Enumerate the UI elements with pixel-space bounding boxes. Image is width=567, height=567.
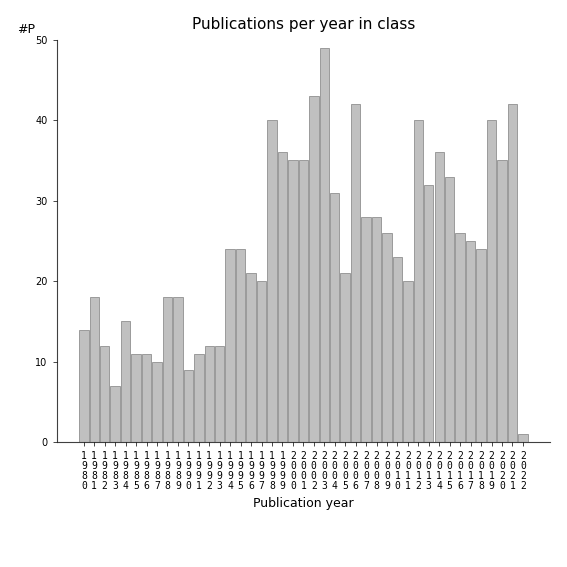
Bar bbox=[455, 233, 465, 442]
Bar bbox=[257, 281, 266, 442]
Bar bbox=[309, 96, 319, 442]
Bar bbox=[184, 370, 193, 442]
Bar bbox=[205, 346, 214, 442]
Bar bbox=[173, 297, 183, 442]
Bar bbox=[153, 362, 162, 442]
Bar bbox=[487, 120, 496, 442]
Bar bbox=[351, 104, 360, 442]
Bar bbox=[445, 176, 454, 442]
Bar bbox=[299, 160, 308, 442]
Bar bbox=[320, 48, 329, 442]
Bar bbox=[403, 281, 413, 442]
Bar bbox=[278, 153, 287, 442]
Bar bbox=[79, 329, 88, 442]
Bar bbox=[466, 241, 475, 442]
Bar bbox=[100, 346, 109, 442]
X-axis label: Publication year: Publication year bbox=[253, 497, 354, 510]
Title: Publications per year in class: Publications per year in class bbox=[192, 16, 415, 32]
Bar bbox=[236, 249, 246, 442]
Bar bbox=[330, 193, 340, 442]
Bar bbox=[267, 120, 277, 442]
Bar bbox=[247, 273, 256, 442]
Bar bbox=[142, 354, 151, 442]
Bar bbox=[121, 321, 130, 442]
Bar bbox=[90, 297, 99, 442]
Bar bbox=[372, 217, 381, 442]
Bar bbox=[414, 120, 423, 442]
Bar bbox=[226, 249, 235, 442]
Bar bbox=[382, 233, 392, 442]
Bar bbox=[288, 160, 298, 442]
Bar bbox=[111, 386, 120, 442]
Bar bbox=[434, 153, 444, 442]
Bar bbox=[340, 273, 350, 442]
Bar bbox=[518, 434, 527, 442]
Text: #P: #P bbox=[17, 23, 35, 36]
Bar bbox=[424, 185, 434, 442]
Bar bbox=[393, 257, 402, 442]
Bar bbox=[215, 346, 225, 442]
Bar bbox=[163, 297, 172, 442]
Bar bbox=[361, 217, 371, 442]
Bar bbox=[194, 354, 204, 442]
Bar bbox=[497, 160, 507, 442]
Bar bbox=[132, 354, 141, 442]
Bar bbox=[476, 249, 486, 442]
Bar bbox=[507, 104, 517, 442]
